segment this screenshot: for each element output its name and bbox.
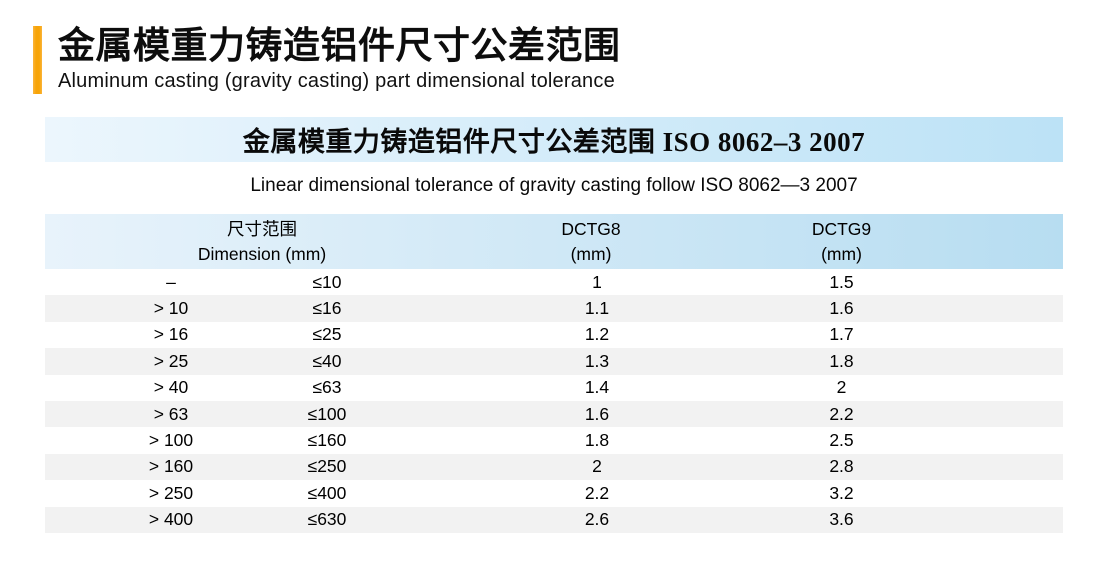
cell-dctg9: 2.5 xyxy=(829,430,854,451)
header-dimension: 尺寸范围 Dimension (mm) xyxy=(45,217,462,265)
cell-dctg8: 1.2 xyxy=(584,324,610,345)
table-row: > 10 ≤16 1.1 1.6 xyxy=(45,295,1063,322)
cell-max: ≤25 xyxy=(312,324,342,345)
tolerance-table: 尺寸范围 Dimension (mm) DCTG8 (mm) DCTG9 (mm… xyxy=(45,214,1063,533)
table-row: > 250 ≤400 2.2 3.2 xyxy=(45,480,1063,507)
cell-max: ≤630 xyxy=(307,509,347,530)
page-subtitle: Aluminum casting (gravity casting) part … xyxy=(58,69,615,92)
cell-min: > 10 xyxy=(153,298,189,319)
cell-dctg9: 2 xyxy=(836,377,847,398)
title-block: 金属模重力铸造铝件尺寸公差范围 Aluminum casting (gravit… xyxy=(58,26,621,94)
cell-min: > 25 xyxy=(153,350,189,371)
cell-min: > 100 xyxy=(148,430,194,451)
table-row: > 63 ≤100 1.6 2.2 xyxy=(45,400,1063,428)
header-dctg8-label: DCTG8 xyxy=(561,219,621,240)
cell-dctg9: 1.6 xyxy=(829,298,854,319)
cell-dctg8: 1 xyxy=(592,271,602,292)
cell-max: ≤100 xyxy=(307,403,347,424)
cell-max: ≤250 xyxy=(307,456,347,477)
cell-min: > 40 xyxy=(153,377,189,398)
cell-dctg9: 2.8 xyxy=(829,456,854,477)
masthead: 金属模重力铸造铝件尺寸公差范围 Aluminum casting (gravit… xyxy=(33,26,1100,94)
cell-min: – xyxy=(166,271,176,292)
cell-max: ≤40 xyxy=(312,350,342,371)
cell-dctg9: 2.2 xyxy=(829,403,854,424)
cell-dctg8: 1.1 xyxy=(584,298,610,319)
header-dimension-zh: 尺寸范围 xyxy=(227,219,297,240)
cell-min: > 16 xyxy=(153,324,189,345)
cell-min: > 160 xyxy=(148,456,194,477)
table-row: > 40 ≤63 1.4 2 xyxy=(45,374,1063,401)
cell-max: ≤160 xyxy=(307,430,347,451)
cell-dctg9: 3.6 xyxy=(829,509,854,530)
header-dimension-en: Dimension (mm) xyxy=(197,243,327,264)
table-row: > 160 ≤250 2 2.8 xyxy=(45,453,1063,481)
cell-max: ≤63 xyxy=(312,377,342,398)
page-title: 金属模重力铸造铝件尺寸公差范围 xyxy=(58,25,621,66)
cell-dctg8: 2 xyxy=(592,456,602,477)
cell-max: ≤16 xyxy=(312,298,342,319)
cell-dctg9: 3.2 xyxy=(829,482,854,503)
cell-dctg8: 1.6 xyxy=(584,403,610,424)
cell-dctg9: 1.7 xyxy=(829,324,854,345)
title-accent-bar xyxy=(33,26,42,94)
header-dctg8: DCTG8 (mm) xyxy=(462,217,720,265)
banner-title: 金属模重力铸造铝件尺寸公差范围 ISO 8062–3 2007 xyxy=(242,127,866,157)
table-row: > 100 ≤160 1.8 2.5 xyxy=(45,427,1063,454)
cell-dctg8: 1.4 xyxy=(584,377,610,398)
header-dctg8-unit: (mm) xyxy=(570,243,612,264)
header-dctg9-label: DCTG9 xyxy=(811,219,872,240)
table-body: – ≤10 1 1.5 > 10 ≤16 1.1 1.6 > 16 ≤25 1.2 1.7 > 25 ≤4… xyxy=(45,269,1063,533)
table-row: – ≤10 1 1.5 xyxy=(45,269,1063,296)
table-row: > 400 ≤630 2.6 3.6 xyxy=(45,506,1063,533)
section-banner: 金属模重力铸造铝件尺寸公差范围 ISO 8062–3 2007 xyxy=(45,117,1063,162)
header-dctg9-unit: (mm) xyxy=(821,243,862,264)
table-header: 尺寸范围 Dimension (mm) DCTG8 (mm) DCTG9 (mm… xyxy=(45,214,1063,269)
cell-dctg8: 2.6 xyxy=(584,509,610,530)
banner-subtitle: Linear dimensional tolerance of gravity … xyxy=(250,175,858,196)
cell-dctg8: 1.8 xyxy=(584,430,610,451)
cell-max: ≤10 xyxy=(312,271,342,292)
cell-min: > 250 xyxy=(148,482,194,503)
cell-dctg8: 2.2 xyxy=(584,482,610,503)
header-dctg9: DCTG9 (mm) xyxy=(720,217,1063,265)
cell-dctg9: 1.5 xyxy=(829,271,854,292)
cell-dctg9: 1.8 xyxy=(829,350,854,371)
cell-max: ≤400 xyxy=(307,482,347,503)
table-row: > 25 ≤40 1.3 1.8 xyxy=(45,348,1063,375)
table-row: > 16 ≤25 1.2 1.7 xyxy=(45,321,1063,349)
cell-min: > 400 xyxy=(148,509,194,530)
cell-dctg8: 1.3 xyxy=(584,350,610,371)
cell-min: > 63 xyxy=(153,403,189,424)
